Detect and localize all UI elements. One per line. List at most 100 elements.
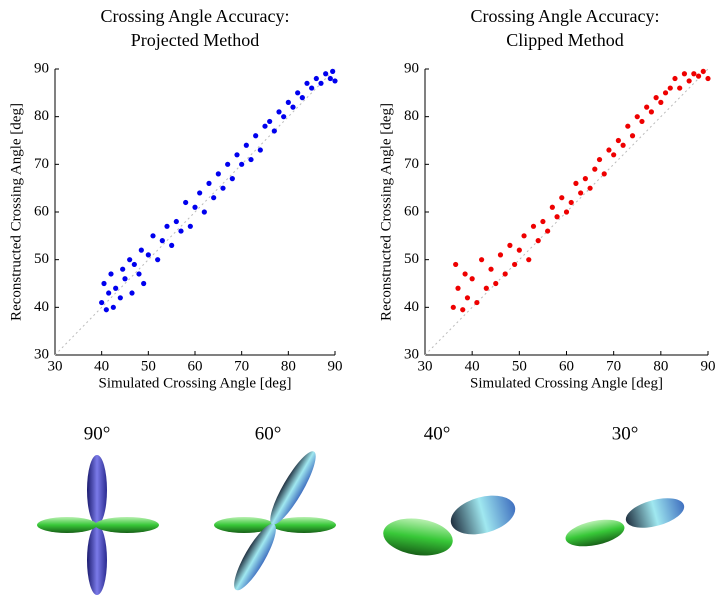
point [159, 238, 165, 244]
x-tick-label: 60 [559, 358, 574, 374]
point [225, 161, 231, 167]
point [658, 99, 664, 105]
point [563, 209, 570, 215]
point [164, 223, 170, 229]
point [559, 195, 565, 201]
y-tick-label: 60 [34, 203, 49, 219]
point [460, 307, 466, 313]
point [450, 304, 456, 310]
y-tick-label: 30 [404, 346, 419, 362]
point [220, 185, 226, 191]
point [215, 171, 221, 177]
point [229, 176, 235, 182]
point [700, 68, 706, 74]
point [110, 304, 116, 310]
glyph-90: 90° [37, 423, 159, 595]
x-axis-label: Simulated Crossing Angle [deg] [470, 375, 663, 391]
point [615, 137, 621, 144]
point [108, 271, 114, 277]
point [662, 90, 669, 96]
point [474, 299, 480, 306]
point [309, 85, 315, 91]
point [253, 133, 259, 139]
y-tick-label: 50 [404, 251, 419, 267]
point [234, 152, 240, 158]
point [187, 223, 193, 229]
point [677, 85, 683, 91]
point [138, 247, 144, 253]
point [267, 118, 273, 125]
point [145, 252, 151, 258]
point [526, 257, 532, 263]
point [497, 252, 504, 258]
y-tick-label: 70 [404, 156, 419, 172]
x-tick-label: 30 [418, 358, 433, 374]
point [117, 295, 123, 301]
x-tick-label: 90 [701, 358, 716, 374]
x-tick-label: 40 [465, 358, 480, 374]
point [155, 257, 161, 263]
point [106, 290, 112, 296]
point [483, 285, 489, 291]
point [516, 247, 522, 253]
point [101, 280, 107, 287]
point [262, 123, 268, 129]
point [276, 109, 282, 115]
point [502, 271, 508, 277]
y-tick-label: 30 [34, 346, 49, 362]
point [239, 161, 245, 167]
chart-subtitle: Projected Method [131, 30, 259, 50]
x-axis-label: Simulated Crossing Angle [deg] [99, 375, 292, 391]
point [206, 180, 212, 186]
point [578, 190, 584, 196]
chart-title: Crossing Angle Accuracy: [101, 6, 290, 26]
point [634, 114, 640, 120]
point [103, 307, 109, 313]
point [299, 95, 305, 101]
glyph-30: 30° [565, 423, 685, 547]
y-tick-label: 90 [404, 60, 419, 76]
point [173, 218, 179, 225]
point [705, 75, 711, 82]
point [620, 142, 626, 148]
y-axis-label: Reconstructed Crossing Angle [deg] [8, 103, 24, 321]
point [554, 214, 560, 220]
point [318, 80, 324, 86]
x-tick-label: 80 [653, 358, 668, 374]
point [183, 199, 189, 206]
point [295, 90, 301, 96]
x-tick-label: 70 [606, 358, 621, 374]
chart-subtitle: Clipped Method [506, 30, 624, 50]
point [150, 233, 156, 239]
point [462, 271, 468, 277]
point [629, 133, 636, 139]
glyph-label: 60° [255, 423, 282, 444]
point [271, 128, 277, 134]
x-tick-label: 90 [328, 358, 343, 374]
point [257, 147, 263, 153]
point [323, 71, 329, 77]
point [601, 171, 607, 177]
point [639, 118, 645, 125]
point [136, 271, 142, 277]
point [192, 204, 198, 210]
point [99, 299, 105, 306]
glyph-label: 30° [612, 423, 639, 444]
point [120, 266, 126, 272]
x-tick-label: 80 [281, 358, 296, 374]
point [625, 123, 631, 129]
point [211, 195, 217, 201]
point [248, 156, 254, 163]
point [129, 290, 135, 296]
point [464, 295, 471, 301]
x-tick-label: 40 [94, 358, 109, 374]
x-tick-label: 30 [48, 358, 63, 374]
point [681, 71, 688, 77]
point [304, 80, 310, 86]
point [169, 242, 175, 248]
glyph-60: 60° [214, 423, 336, 591]
point [479, 257, 485, 263]
glyph-label: 40° [424, 423, 451, 444]
point [141, 280, 147, 287]
